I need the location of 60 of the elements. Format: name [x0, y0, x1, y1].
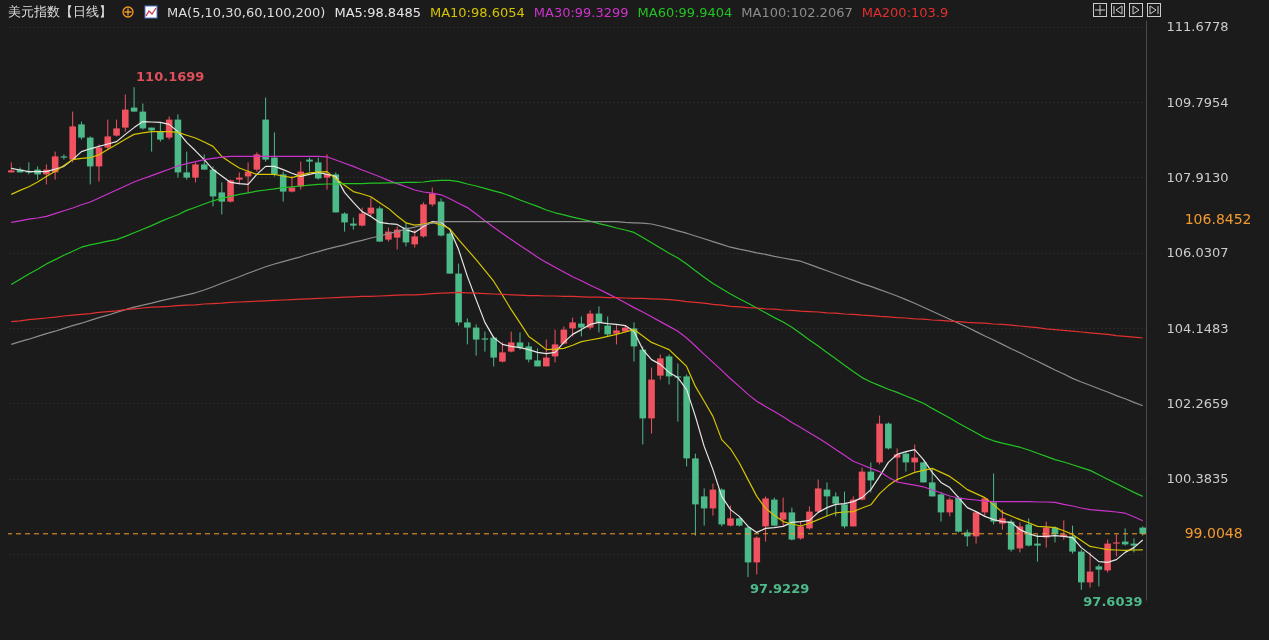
- text: MA200:103.9: [861, 4, 949, 20]
- y-tick-label: 111.6778: [1166, 19, 1229, 35]
- candlestick: [1060, 519, 1068, 541]
- candlestick: [569, 317, 576, 337]
- candlestick: [1025, 517, 1032, 547]
- candlestick: [192, 161, 199, 183]
- candlestick: [1034, 533, 1041, 563]
- candlestick: [271, 131, 278, 177]
- y-tick-label: 100.3835: [1166, 471, 1229, 487]
- candlestick: [130, 86, 138, 113]
- candlestick: [700, 487, 708, 527]
- candlestick: [464, 317, 471, 345]
- candlestick: [104, 119, 112, 151]
- y-tick-label: 107.9130: [1166, 169, 1229, 185]
- text: MA100:102.2067: [741, 4, 853, 20]
- candlestick: [832, 491, 840, 517]
- ref-line-label: 99.0048: [1184, 524, 1243, 541]
- candlestick: [490, 335, 497, 367]
- y-tick-label: 104.1483: [1166, 320, 1229, 336]
- candlestick: [472, 323, 480, 357]
- candlestick: [253, 151, 261, 173]
- text: MA(5,10,30,60,100,200): [167, 4, 326, 20]
- candlestick: [779, 497, 787, 527]
- annotation: 97.9229: [750, 581, 810, 597]
- candlestick: [946, 497, 954, 517]
- candlestick: [841, 491, 848, 529]
- text: MA30:99.3299: [533, 4, 629, 20]
- y-tick-label: 109.7954: [1166, 94, 1229, 110]
- chart-title: 美元指数【日线】: [8, 3, 112, 21]
- candlestick: [157, 121, 164, 143]
- candlestick: [183, 151, 190, 181]
- annotation: 97.6039: [1083, 593, 1143, 609]
- candlestick: [604, 315, 611, 337]
- candlestick: [288, 175, 296, 193]
- candlestick: [1069, 525, 1076, 555]
- line-series: [10, 221, 1144, 407]
- candlestick: [428, 187, 436, 207]
- text: 106.8452: [1184, 211, 1252, 228]
- candlestick: [341, 211, 348, 233]
- y-tick-label: 106.0307: [1166, 245, 1229, 261]
- candlestick: [218, 181, 226, 215]
- candlestick: [525, 341, 533, 363]
- candlestick: [1095, 563, 1103, 587]
- candlestick: [657, 353, 664, 381]
- candlestick: [578, 315, 585, 337]
- candlestick: [937, 491, 945, 523]
- line-series: [10, 291, 1144, 339]
- candlestick: [367, 197, 375, 217]
- candlestick: [613, 323, 620, 345]
- text: MA60:99.9404: [637, 4, 733, 20]
- candlestick: [60, 153, 68, 161]
- text: MA5:98.8485: [334, 4, 421, 20]
- candlestick: [814, 479, 822, 513]
- y-tick-label: 102.2659: [1166, 395, 1229, 411]
- candlestick: [543, 339, 550, 367]
- candlestick: [122, 93, 129, 133]
- annotation: 110.1699: [136, 69, 205, 85]
- text: MA10:98.6054: [429, 4, 525, 20]
- candlestick: [481, 331, 489, 353]
- candlestick: [1113, 533, 1120, 557]
